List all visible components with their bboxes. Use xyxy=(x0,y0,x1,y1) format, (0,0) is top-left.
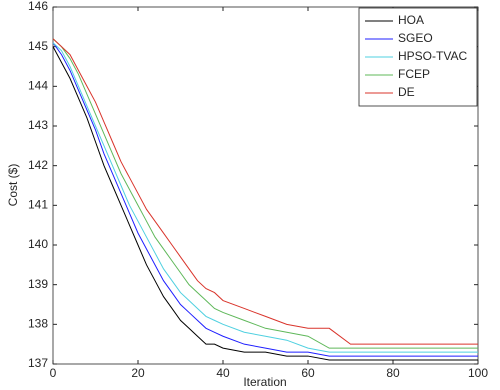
y-tick-label: 144 xyxy=(28,79,48,93)
x-axis-label: Iteration xyxy=(243,375,286,389)
y-tick-label: 137 xyxy=(28,356,48,370)
y-tick-label: 143 xyxy=(28,118,48,132)
x-tick-label: 80 xyxy=(386,366,400,380)
legend-label: FCEP xyxy=(398,67,430,81)
x-tick-label: 20 xyxy=(131,366,145,380)
series-line xyxy=(52,38,478,349)
legend-label: SGEO xyxy=(398,31,433,45)
legend-label: HOA xyxy=(398,13,424,27)
y-tick-label: 140 xyxy=(28,237,48,251)
legend-label: DE xyxy=(398,85,415,99)
y-tick-label: 141 xyxy=(28,198,48,212)
y-axis-label: Cost ($) xyxy=(6,164,20,207)
series-line xyxy=(52,42,478,357)
x-tick-label: 60 xyxy=(301,366,315,380)
x-tick-label: 0 xyxy=(50,366,57,380)
y-tick-label: 146 xyxy=(28,0,48,13)
series-line xyxy=(52,46,478,361)
legend-label: HPSO-TVAC xyxy=(398,49,467,63)
x-tick-label: 40 xyxy=(216,366,230,380)
y-tick-label: 145 xyxy=(28,39,48,53)
series-line xyxy=(52,38,478,345)
y-tick-label: 138 xyxy=(28,317,48,331)
y-tick-label: 142 xyxy=(28,158,48,172)
series-line xyxy=(52,42,478,353)
x-tick-label: 100 xyxy=(468,366,488,380)
y-tick-label: 139 xyxy=(28,277,48,291)
